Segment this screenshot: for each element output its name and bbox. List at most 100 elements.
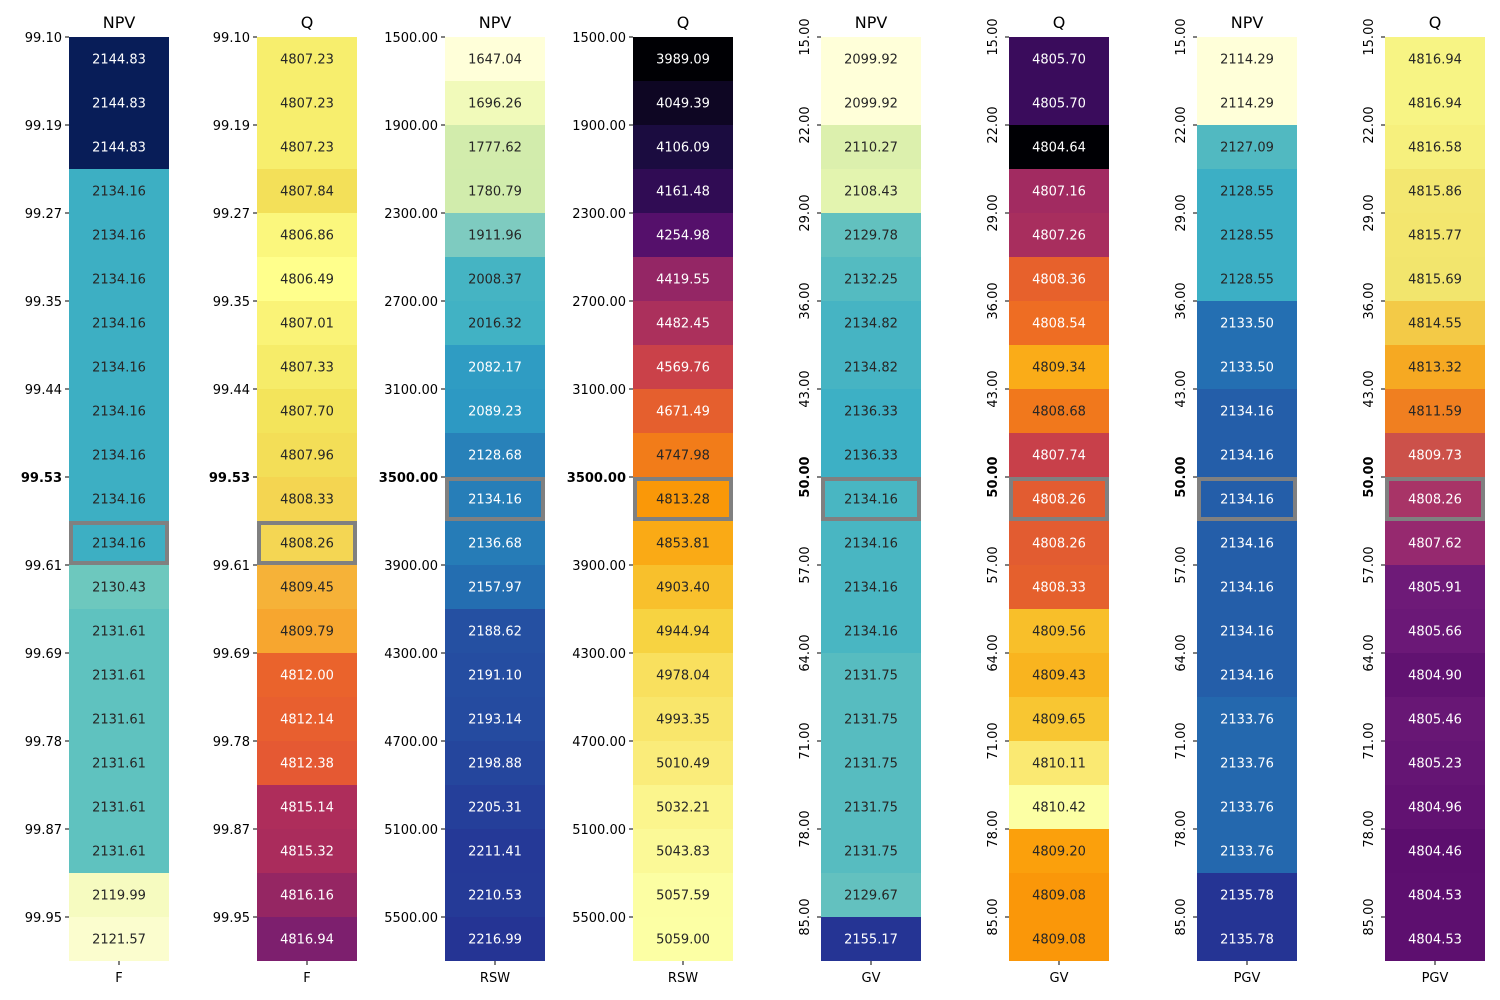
heatmap-cell	[633, 125, 733, 169]
y-tick-label: 50.00	[798, 456, 813, 497]
y-tick-label: 15.00	[798, 18, 813, 55]
cell-value-label: 2134.16	[844, 537, 898, 552]
heatmap-cell	[1197, 433, 1297, 477]
heatmap-cell	[633, 829, 733, 873]
cell-value-label: 2130.43	[92, 581, 146, 596]
cell-value-label: 4809.73	[1408, 449, 1462, 464]
heatmap-cell	[633, 301, 733, 345]
heatmap-cell	[633, 37, 733, 81]
y-tick-label: 57.00	[798, 546, 813, 583]
cell-value-label: 2131.75	[844, 713, 898, 728]
cell-value-label: 4812.00	[280, 669, 334, 684]
heatmap-cell	[1197, 521, 1297, 565]
heatmap-cell	[1385, 389, 1485, 433]
cell-value-label: 2099.92	[844, 53, 898, 68]
heatmap-cell	[633, 917, 733, 961]
cell-value-label: 4808.26	[1032, 493, 1086, 508]
cell-value-label: 4805.70	[1032, 97, 1086, 112]
cell-value-label: 4809.08	[1032, 889, 1086, 904]
cell-value-label: 4049.39	[656, 97, 710, 112]
heatmap-cell	[1009, 213, 1109, 257]
cell-value-label: 2205.31	[468, 801, 522, 816]
heatmap-cell	[1009, 345, 1109, 389]
cell-value-label: 2131.61	[92, 845, 146, 860]
heatmap-panel: 4816.94 4816.94 4816.58 4815.86 4815.77 4815.…	[1362, 13, 1485, 986]
heatmap-cell	[445, 301, 545, 345]
cell-value-label: 5010.49	[656, 757, 710, 772]
cell-value-label: 1647.04	[468, 53, 522, 68]
y-tick-label: 15.00	[1362, 18, 1377, 55]
cell-value-label: 4671.49	[656, 405, 710, 420]
cell-value-label: 4807.23	[280, 141, 334, 156]
cell-value-label: 2134.16	[92, 229, 146, 244]
heatmap-cell	[821, 829, 921, 873]
panel-title: NPV	[855, 13, 888, 32]
y-tick-label: 64.00	[1174, 634, 1189, 671]
cell-value-label: 2134.16	[468, 493, 522, 508]
heatmap-cell	[633, 785, 733, 829]
cell-value-label: 4807.16	[1032, 185, 1086, 200]
heatmap-cell	[821, 565, 921, 609]
heatmap-cell	[445, 829, 545, 873]
y-tick-label: 99.69	[25, 647, 62, 662]
heatmap-panel: 2114.29 2114.29 2127.09 2128.55 2128.55 2128.…	[1174, 13, 1297, 986]
highlight-box	[633, 477, 733, 521]
cell-value-label: 4807.33	[280, 361, 334, 376]
heatmap-cell	[1009, 37, 1109, 81]
heatmap-cell	[445, 257, 545, 301]
heatmap-cell	[1009, 565, 1109, 609]
y-tick-label: 99.87	[25, 823, 62, 838]
heatmap-cell	[821, 653, 921, 697]
cell-value-label: 4806.49	[280, 273, 334, 288]
y-tick-label: 3500.00	[567, 471, 626, 486]
heatmap-cell	[1197, 477, 1297, 521]
cell-value-label: 2119.99	[92, 889, 146, 904]
cell-value-label: 4809.34	[1032, 361, 1086, 376]
panel-title: NPV	[103, 13, 136, 32]
cell-value-label: 2134.16	[844, 625, 898, 640]
y-tick-label: 29.00	[798, 194, 813, 231]
panel-title: Q	[1429, 13, 1442, 32]
heatmap-cell	[1385, 37, 1485, 81]
cell-value-label: 4807.26	[1032, 229, 1086, 244]
y-tick-label: 3500.00	[379, 471, 438, 486]
heatmap-cell	[257, 169, 357, 213]
x-axis-label: RSW	[668, 971, 698, 986]
heatmap-cell	[69, 477, 169, 521]
heatmap-cell	[1385, 741, 1485, 785]
heatmap-cell	[445, 873, 545, 917]
heatmap-cell	[1197, 301, 1297, 345]
cell-value-label: 2134.82	[844, 317, 898, 332]
cell-value-label: 4805.70	[1032, 53, 1086, 68]
cell-value-label: 1780.79	[468, 185, 522, 200]
heatmap-cell	[69, 257, 169, 301]
heatmap-cell	[1197, 125, 1297, 169]
x-axis-label: PGV	[1234, 971, 1261, 986]
heatmap-cell	[821, 697, 921, 741]
cell-value-label: 4161.48	[656, 185, 710, 200]
heatmap-cell	[445, 653, 545, 697]
panel-title: Q	[301, 13, 314, 32]
heatmap-cell	[69, 81, 169, 125]
cell-value-label: 2128.55	[1220, 229, 1274, 244]
heatmap-cell	[1197, 609, 1297, 653]
heatmap-cell	[1009, 873, 1109, 917]
heatmap-cell	[1009, 917, 1109, 961]
y-tick-label: 43.00	[1174, 370, 1189, 407]
y-tick-label: 1900.00	[384, 119, 438, 134]
heatmap-cell	[821, 301, 921, 345]
cell-value-label: 4804.96	[1408, 801, 1462, 816]
cell-value-label: 2134.16	[1220, 493, 1274, 508]
highlight-box	[445, 477, 545, 521]
cell-value-label: 2136.33	[844, 405, 898, 420]
y-tick-label: 99.53	[21, 471, 62, 486]
y-tick-label: 15.00	[1174, 18, 1189, 55]
cell-value-label: 2157.97	[468, 581, 522, 596]
heatmap-cell	[445, 213, 545, 257]
cell-value-label: 2082.17	[468, 361, 522, 376]
y-tick-label: 36.00	[986, 282, 1001, 319]
y-tick-label: 2300.00	[384, 207, 438, 222]
heatmap-cell	[1385, 829, 1485, 873]
heatmap-cell	[69, 521, 169, 565]
cell-value-label: 4807.84	[280, 185, 334, 200]
